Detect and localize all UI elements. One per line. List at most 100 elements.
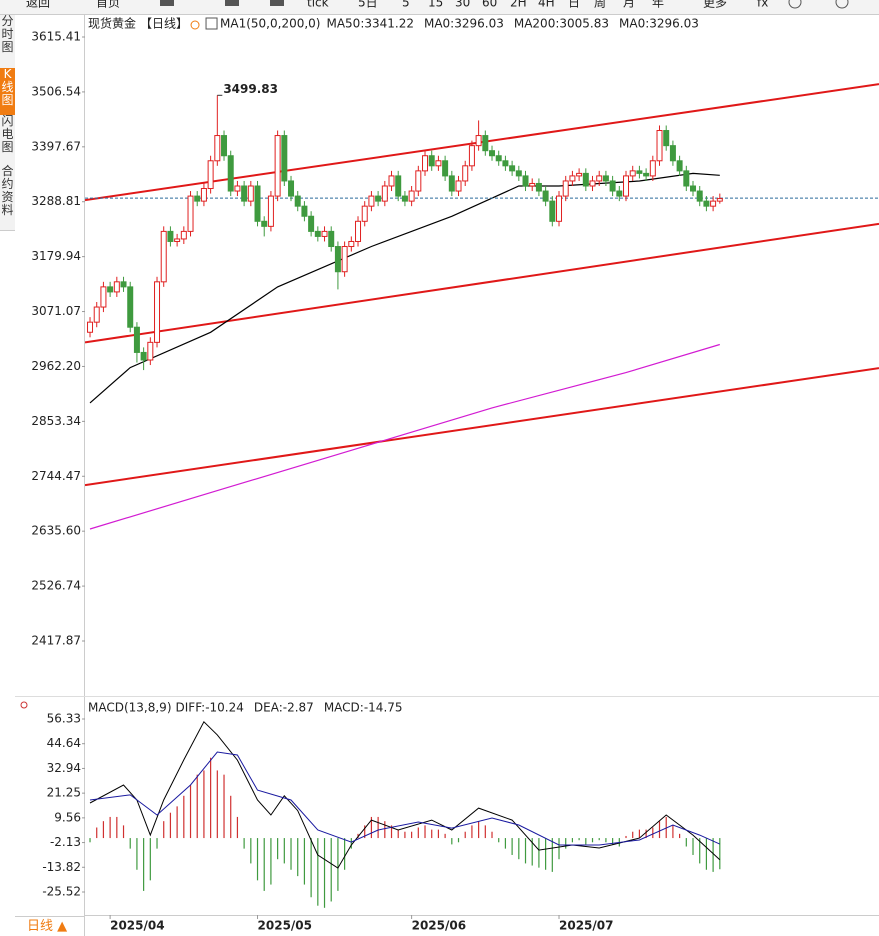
candle-body bbox=[261, 220, 268, 227]
candle-body bbox=[214, 135, 221, 162]
toolbar-button[interactable]: 5日 bbox=[358, 0, 378, 10]
candle-body bbox=[448, 175, 455, 192]
annotation: 3499.83 bbox=[223, 82, 278, 96]
candle-body bbox=[408, 190, 415, 202]
toolbar-button[interactable]: tick bbox=[307, 0, 329, 10]
toolbar-button[interactable]: 5 bbox=[402, 0, 410, 10]
x-tick-label: 2025/05 bbox=[258, 919, 312, 933]
candle-body bbox=[643, 172, 650, 177]
candle-body bbox=[690, 185, 697, 192]
toolbar-button[interactable]: fx bbox=[757, 0, 768, 10]
legend-item: MA200:3005.83 bbox=[514, 17, 609, 31]
candle-body bbox=[489, 150, 496, 157]
candle-body bbox=[556, 195, 563, 222]
trendline bbox=[85, 83, 879, 202]
x-tick-label: 2025/06 bbox=[412, 919, 466, 933]
toolbar-button[interactable]: 更多 bbox=[703, 0, 727, 10]
y-tick-label: 3179.94 bbox=[31, 249, 81, 263]
legend-item: DEA:-2.87 bbox=[254, 701, 314, 715]
candle-body bbox=[663, 130, 670, 147]
toolbar-icon[interactable] bbox=[270, 0, 284, 6]
indicator-line bbox=[89, 172, 720, 404]
legend-item: MA0:3296.03 bbox=[619, 17, 699, 31]
candle-body bbox=[515, 170, 522, 177]
candle-body bbox=[334, 246, 341, 273]
toolbar-icon[interactable] bbox=[225, 0, 239, 6]
sidebar-tab[interactable]: 闪电图 bbox=[0, 115, 15, 166]
candle-body bbox=[355, 220, 362, 242]
candle-body bbox=[482, 135, 489, 152]
indicator-line bbox=[89, 751, 721, 846]
candle-body bbox=[609, 180, 616, 192]
toolbar-button[interactable]: 月 bbox=[623, 0, 635, 10]
toolbar-button[interactable]: 4H bbox=[538, 0, 555, 10]
candle-body bbox=[154, 281, 161, 343]
y-tick-label: 2526.74 bbox=[31, 579, 81, 593]
indicator-icon[interactable] bbox=[205, 17, 218, 30]
candle-body bbox=[683, 170, 690, 187]
candle-body bbox=[596, 175, 603, 182]
candle-body bbox=[696, 190, 703, 202]
candle-body bbox=[475, 135, 482, 147]
sidebar-tab[interactable]: 合约资料 bbox=[0, 165, 15, 231]
toolbar-button[interactable]: 30 bbox=[455, 0, 470, 10]
sidebar-tab[interactable]: 分时图 bbox=[0, 15, 15, 69]
candle-body bbox=[542, 190, 549, 202]
candle-body bbox=[174, 238, 181, 242]
candle-body bbox=[529, 182, 536, 187]
candle-body bbox=[710, 200, 717, 207]
candle-body bbox=[495, 155, 502, 162]
toolbar-icon[interactable] bbox=[160, 0, 174, 6]
toolbar-button[interactable]: 60 bbox=[482, 0, 497, 10]
candle-body bbox=[623, 175, 630, 197]
candle-body bbox=[535, 182, 542, 192]
candle-body bbox=[107, 286, 114, 293]
candle-body bbox=[180, 230, 187, 240]
candle-body bbox=[676, 160, 683, 172]
legend-item: 【日线】 bbox=[140, 17, 188, 31]
candle-body bbox=[716, 198, 723, 202]
candle-body bbox=[120, 281, 127, 288]
candle-body bbox=[294, 195, 301, 207]
toolbar-button[interactable]: 年 bbox=[652, 0, 664, 10]
candle-body bbox=[442, 160, 449, 177]
sidebar-tab[interactable]: K线图 bbox=[0, 68, 15, 116]
candle-body bbox=[428, 155, 435, 167]
candle-body bbox=[241, 185, 248, 202]
indicator-line bbox=[89, 343, 720, 530]
candle-body bbox=[133, 326, 140, 353]
x-tick-label: 2025/04 bbox=[110, 919, 164, 933]
toolbar-icon[interactable] bbox=[835, 0, 849, 9]
add-icon[interactable] bbox=[190, 20, 200, 30]
legend-item: MACD:-14.75 bbox=[324, 701, 403, 715]
candle-body bbox=[569, 175, 576, 182]
toolbar-button[interactable]: 日 bbox=[568, 0, 580, 10]
candle-body bbox=[308, 215, 315, 232]
y-tick-label: 44.64 bbox=[47, 736, 81, 750]
candle-body bbox=[328, 230, 335, 248]
toolbar-button[interactable]: 15 bbox=[428, 0, 443, 10]
candle-body bbox=[167, 230, 174, 242]
candle-body bbox=[247, 185, 254, 202]
period-button[interactable]: 日线 ▲ bbox=[15, 916, 85, 936]
candle-body bbox=[221, 135, 228, 157]
candle-body bbox=[602, 175, 609, 182]
candle-body bbox=[93, 306, 100, 323]
candle-body bbox=[616, 190, 623, 197]
y-tick-label: 2744.47 bbox=[31, 469, 81, 483]
toolbar-button[interactable]: 周 bbox=[594, 0, 606, 10]
toolbar-icon[interactable] bbox=[788, 0, 802, 9]
toolbar-button[interactable]: 返回 bbox=[26, 0, 50, 10]
y-tick-label: 56.33 bbox=[47, 712, 81, 726]
toolbar-button[interactable]: 首页 bbox=[96, 0, 120, 10]
candle-body bbox=[194, 195, 201, 202]
candle-body bbox=[368, 195, 375, 207]
settings-icon[interactable] bbox=[20, 701, 28, 709]
candle-body bbox=[227, 155, 234, 192]
candle-body bbox=[100, 286, 107, 308]
toolbar-button[interactable]: 2H bbox=[510, 0, 527, 10]
candle-body bbox=[200, 188, 207, 202]
indicator-line bbox=[89, 720, 721, 869]
candle-body bbox=[341, 246, 348, 273]
